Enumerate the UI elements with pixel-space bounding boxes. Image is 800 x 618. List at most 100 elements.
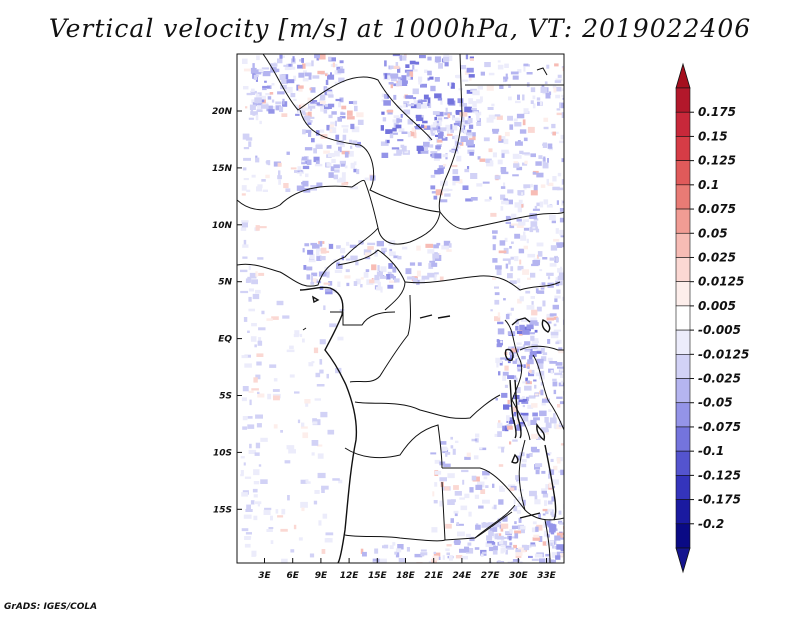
velocity-cell bbox=[501, 200, 509, 205]
velocity-cell bbox=[328, 114, 333, 119]
velocity-cell bbox=[541, 347, 545, 354]
velocity-cell bbox=[255, 289, 261, 294]
velocity-cell bbox=[517, 207, 522, 213]
velocity-cell bbox=[329, 127, 337, 134]
velocity-cell bbox=[502, 547, 507, 553]
velocity-cell bbox=[350, 186, 358, 190]
velocity-cell bbox=[523, 108, 529, 114]
velocity-cell bbox=[347, 116, 355, 120]
velocity-cell bbox=[500, 206, 504, 211]
velocity-cell bbox=[427, 77, 430, 81]
velocity-cell bbox=[522, 396, 526, 400]
velocity-cell bbox=[412, 69, 418, 72]
velocity-cell bbox=[437, 129, 440, 133]
velocity-cell bbox=[399, 118, 403, 123]
velocity-cell bbox=[401, 145, 407, 152]
velocity-cell bbox=[517, 480, 521, 484]
velocity-cell bbox=[248, 449, 257, 454]
velocity-cell bbox=[523, 231, 526, 237]
velocity-cell bbox=[437, 97, 443, 101]
velocity-cell bbox=[507, 273, 513, 279]
velocity-cell bbox=[372, 558, 380, 563]
velocity-cell bbox=[297, 169, 303, 173]
velocity-cell bbox=[392, 54, 400, 57]
velocity-cell bbox=[477, 156, 481, 160]
velocity-cell bbox=[320, 106, 327, 112]
velocity-cell bbox=[260, 437, 268, 442]
velocity-cell bbox=[452, 117, 460, 121]
velocity-cell bbox=[534, 329, 538, 333]
velocity-cell bbox=[515, 475, 520, 480]
colorbar-label: 0.005 bbox=[698, 299, 736, 313]
velocity-cell bbox=[433, 276, 437, 281]
velocity-cell bbox=[504, 237, 508, 242]
velocity-cell bbox=[350, 255, 358, 261]
velocity-cell bbox=[296, 185, 305, 191]
velocity-cell bbox=[535, 463, 543, 467]
lon-tick-label: 12E bbox=[340, 571, 360, 581]
velocity-cell bbox=[450, 124, 453, 130]
velocity-cell bbox=[527, 359, 534, 365]
velocity-cell bbox=[315, 130, 320, 136]
velocity-cell bbox=[269, 92, 274, 95]
velocity-cell bbox=[397, 76, 403, 80]
velocity-cell bbox=[309, 553, 315, 558]
velocity-cell bbox=[418, 78, 422, 85]
velocity-cell bbox=[328, 172, 334, 178]
velocity-cell bbox=[503, 536, 507, 539]
velocity-cell bbox=[529, 227, 534, 233]
velocity-cell bbox=[298, 72, 305, 78]
velocity-cell bbox=[539, 269, 543, 272]
velocity-cell bbox=[514, 521, 517, 525]
velocity-cell bbox=[322, 513, 328, 519]
velocity-cell bbox=[261, 104, 269, 109]
velocity-cell bbox=[427, 249, 435, 254]
velocity-cell bbox=[242, 244, 249, 248]
velocity-cell bbox=[508, 346, 513, 351]
velocity-cell bbox=[427, 56, 432, 61]
velocity-cell bbox=[338, 77, 345, 83]
velocity-cell bbox=[521, 415, 529, 422]
velocity-cell bbox=[312, 244, 320, 249]
velocity-cell bbox=[558, 347, 563, 351]
velocity-cell bbox=[382, 545, 385, 549]
velocity-cell bbox=[472, 90, 480, 96]
velocity-cell bbox=[324, 289, 332, 292]
velocity-cell bbox=[515, 325, 519, 331]
velocity-cell bbox=[543, 117, 549, 122]
velocity-cell bbox=[379, 275, 387, 279]
colorbar-label: 0.15 bbox=[698, 129, 728, 143]
velocity-cell bbox=[430, 128, 433, 135]
velocity-cell bbox=[339, 116, 346, 119]
velocity-cell bbox=[340, 247, 346, 254]
velocity-cell bbox=[288, 449, 296, 454]
velocity-cell bbox=[529, 351, 537, 357]
velocity-cell bbox=[329, 128, 333, 133]
velocity-cell bbox=[389, 133, 394, 139]
velocity-cell bbox=[376, 286, 383, 291]
velocity-cell bbox=[461, 116, 465, 123]
velocity-cell bbox=[253, 494, 258, 498]
colorbar-label: -0.2 bbox=[698, 517, 724, 531]
velocity-cell bbox=[318, 520, 322, 526]
velocity-cell bbox=[253, 515, 258, 521]
velocity-cell bbox=[287, 495, 290, 501]
velocity-cell bbox=[336, 179, 342, 183]
velocity-cell bbox=[482, 499, 490, 504]
velocity-cell bbox=[397, 255, 402, 260]
velocity-cell bbox=[555, 555, 561, 560]
velocity-cell bbox=[381, 152, 389, 158]
velocity-cell bbox=[527, 332, 535, 335]
velocity-cell bbox=[498, 136, 506, 140]
velocity-cell bbox=[310, 275, 313, 280]
velocity-cell bbox=[454, 140, 459, 146]
velocity-cell bbox=[262, 189, 268, 192]
velocity-cell bbox=[504, 79, 508, 82]
velocity-cell bbox=[467, 149, 475, 154]
velocity-cell bbox=[543, 530, 548, 537]
velocity-cell bbox=[475, 433, 480, 438]
velocity-cell bbox=[393, 65, 400, 69]
velocity-cell bbox=[531, 433, 539, 439]
velocity-cell bbox=[429, 76, 434, 80]
velocity-cell bbox=[513, 506, 518, 512]
